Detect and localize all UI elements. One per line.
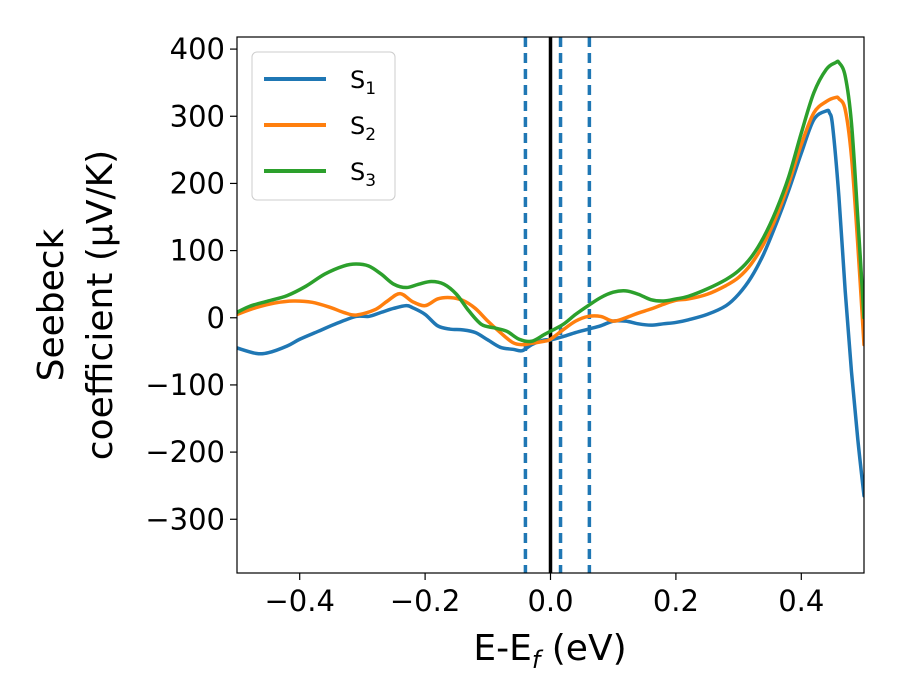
x-axis-ticks: −0.4 −0.2 0.0 0.2 0.4 — [264, 573, 824, 618]
reference-lines — [523, 37, 592, 573]
series-line-s1 — [237, 108, 864, 498]
legend-label-s3: S3 — [350, 158, 376, 191]
x-tick-label: 0.0 — [527, 584, 573, 618]
y-tick-label: −100 — [145, 368, 225, 402]
legend-label-s2: S2 — [350, 112, 376, 145]
series-line-s2 — [237, 95, 864, 347]
y-tick-label: 200 — [170, 166, 225, 200]
x-tick-label: 0.2 — [653, 584, 699, 618]
x-axis-label: E-Ef (eV) — [473, 628, 626, 674]
y-axis-label-line1: Seebeck — [31, 228, 72, 381]
y-tick-label: 400 — [170, 32, 225, 66]
y-tick-label: −300 — [145, 502, 225, 536]
legend: S1 S2 S3 — [251, 51, 396, 201]
x-tick-label: 0.4 — [778, 584, 824, 618]
series-lines — [237, 59, 864, 498]
y-tick-label: −200 — [145, 435, 225, 469]
x-tick-label: −0.4 — [264, 584, 334, 618]
y-axis-ticks: 400 300 200 100 0 −100 −200 −300 — [145, 32, 237, 536]
y-tick-label: 0 — [207, 301, 225, 335]
y-tick-label: 300 — [170, 99, 225, 133]
y-axis-label-line2: coefficient (μV/K) — [80, 150, 121, 460]
series-line-s3 — [237, 59, 864, 344]
x-tick-label: −0.2 — [390, 584, 460, 618]
y-tick-label: 100 — [170, 234, 225, 268]
legend-label-s1: S1 — [350, 66, 376, 99]
